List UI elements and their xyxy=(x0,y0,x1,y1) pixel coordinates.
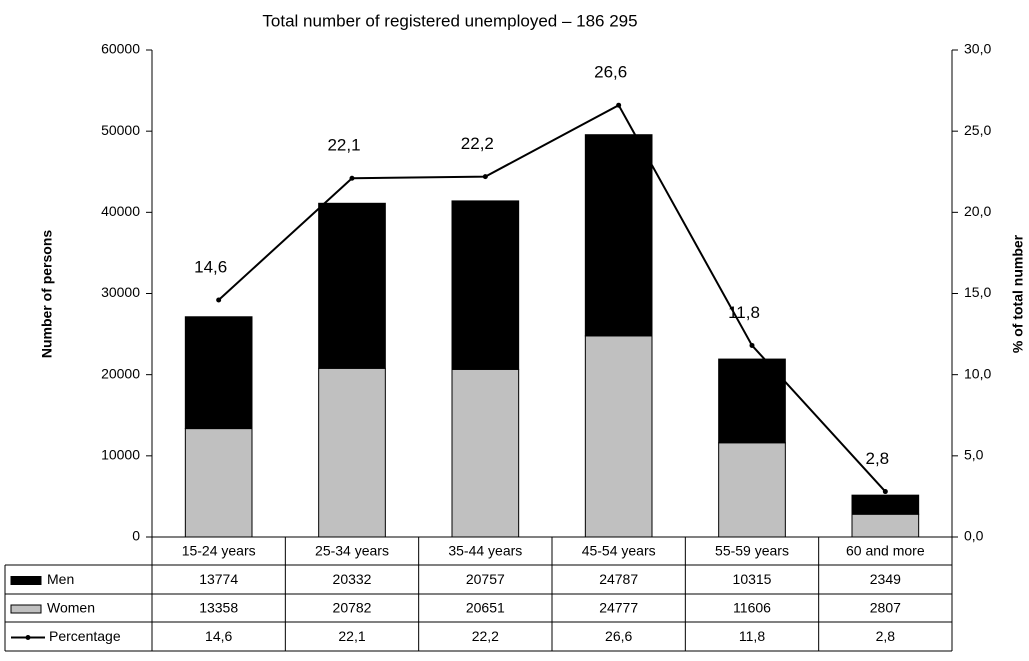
table-cell: 2,8 xyxy=(876,628,896,644)
x-tick-label: 60 and more xyxy=(846,543,925,559)
table-cell: 10315 xyxy=(733,571,772,587)
bar xyxy=(184,428,253,538)
bar xyxy=(851,494,920,515)
y2-axis-label: % of total number xyxy=(1010,234,1026,353)
y-tick-label: 30000 xyxy=(101,284,140,300)
table-cell: 20782 xyxy=(333,600,372,616)
chart-title: Total number of registered unemployed – … xyxy=(262,11,637,30)
data-label: 22,1 xyxy=(327,136,360,155)
table-cell: 13774 xyxy=(199,571,238,587)
y-tick-label: 10000 xyxy=(101,447,140,463)
table-cell: 20332 xyxy=(333,571,372,587)
table-cell: 24787 xyxy=(599,571,638,587)
table-cell: 13358 xyxy=(199,600,238,616)
y2-tick-label: 15,0 xyxy=(964,284,991,300)
bar xyxy=(318,202,386,369)
legend-label: Women xyxy=(47,600,95,616)
x-tick-label: 55-59 years xyxy=(715,543,789,559)
line-marker xyxy=(616,102,622,108)
x-tick-label: 25-34 years xyxy=(315,543,389,559)
y2-tick-label: 20,0 xyxy=(964,203,991,219)
y-tick-label: 40000 xyxy=(101,203,140,219)
bar xyxy=(318,367,386,538)
line-marker xyxy=(349,175,355,181)
y2-tick-label: 25,0 xyxy=(964,122,991,138)
data-label: 22,2 xyxy=(461,134,494,153)
data-label: 14,6 xyxy=(194,257,227,276)
bar xyxy=(584,134,653,337)
bar xyxy=(451,200,520,370)
y-tick-label: 20000 xyxy=(101,365,140,381)
bar xyxy=(584,335,653,538)
y-tick-label: 0 xyxy=(132,528,140,544)
bar xyxy=(851,513,920,538)
y-axis-label: Number of persons xyxy=(39,230,55,359)
legend-label: Men xyxy=(47,571,74,587)
line-marker xyxy=(482,174,488,180)
legend-label: Percentage xyxy=(49,628,121,644)
y2-tick-label: 5,0 xyxy=(964,447,984,463)
data-label: 26,6 xyxy=(594,63,627,82)
table-cell: 2807 xyxy=(870,600,901,616)
legend-swatch xyxy=(10,604,42,614)
table-cell: 14,6 xyxy=(205,628,232,644)
bar xyxy=(184,316,253,430)
table-cell: 20651 xyxy=(466,600,505,616)
y-tick-label: 60000 xyxy=(101,41,140,57)
bar xyxy=(718,442,786,538)
y2-tick-label: 0,0 xyxy=(964,528,984,544)
line xyxy=(217,103,887,493)
table-cell: 2349 xyxy=(870,571,901,587)
y2-tick-label: 30,0 xyxy=(964,41,991,57)
bar xyxy=(451,368,520,538)
bar xyxy=(718,358,786,444)
table-cell: 22,1 xyxy=(338,628,365,644)
table-cell: 20757 xyxy=(466,571,505,587)
line-marker xyxy=(216,297,222,303)
legend-swatch xyxy=(10,576,42,585)
table-cell: 11606 xyxy=(733,600,771,616)
legend-marker xyxy=(25,635,31,640)
y2-tick-label: 10,0 xyxy=(964,365,991,381)
table-cell: 24777 xyxy=(599,600,638,616)
data-label: 2,8 xyxy=(866,449,890,468)
x-tick-label: 35-44 years xyxy=(448,543,522,559)
x-tick-label: 15-24 years xyxy=(182,543,256,559)
x-tick-label: 45-54 years xyxy=(582,543,656,559)
table-cell: 22,2 xyxy=(472,628,499,644)
table-cell: 11,8 xyxy=(739,628,765,644)
data-label: 11,8 xyxy=(728,303,760,322)
table-cell: 26,6 xyxy=(605,628,632,644)
line-marker xyxy=(882,489,888,495)
y-tick-label: 50000 xyxy=(101,122,140,138)
line-marker xyxy=(749,342,755,348)
